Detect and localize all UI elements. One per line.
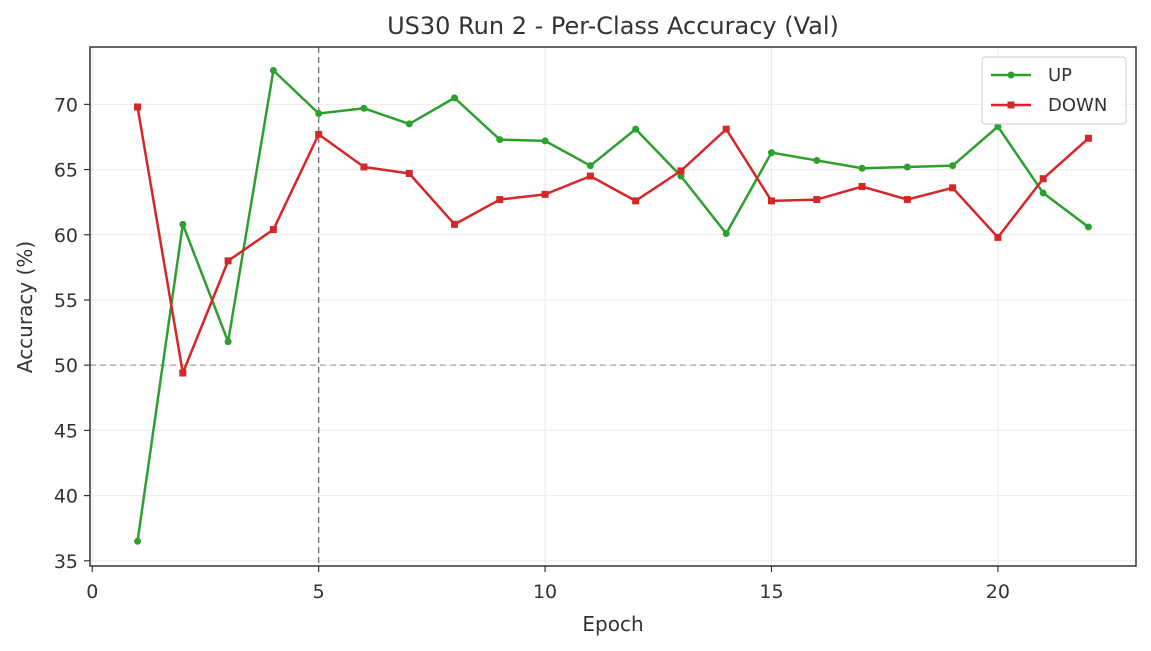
y-tick-label: 70 <box>54 94 78 116</box>
legend-marker-down <box>1007 101 1015 109</box>
legend-label-up: UP <box>1048 65 1072 86</box>
data-point-up <box>496 136 504 144</box>
x-axis: 0 5 10 15 20 <box>86 566 1010 603</box>
series-layer <box>134 66 1092 545</box>
x-axis-label: Epoch <box>582 612 643 636</box>
data-point-up <box>224 338 232 346</box>
data-point-up <box>179 220 187 228</box>
x-tick-label: 0 <box>86 581 98 603</box>
data-point-up <box>451 94 459 102</box>
y-tick-label: 50 <box>54 355 78 377</box>
data-point-down <box>405 169 413 177</box>
data-point-down <box>496 196 504 204</box>
data-point-down <box>179 369 187 377</box>
y-tick-label: 45 <box>54 420 78 442</box>
data-point-down <box>949 184 957 192</box>
data-point-up <box>134 537 142 545</box>
data-point-down <box>632 197 640 205</box>
data-point-up <box>405 120 413 128</box>
data-point-up <box>767 149 775 157</box>
data-point-down <box>767 197 775 205</box>
legend: UP DOWN <box>981 56 1127 125</box>
data-point-up <box>1084 223 1092 231</box>
data-point-up <box>269 66 277 74</box>
legend-marker-up <box>1007 71 1015 79</box>
y-tick-label: 65 <box>54 160 78 182</box>
data-point-down <box>451 220 459 228</box>
data-point-up <box>360 104 368 112</box>
y-tick-label: 55 <box>54 290 78 312</box>
data-point-down <box>541 190 549 198</box>
x-tick-label: 15 <box>759 581 783 603</box>
data-point-up <box>541 137 549 145</box>
data-point-up <box>722 229 730 237</box>
y-axis: 35 40 45 50 55 60 65 70 <box>54 94 90 573</box>
data-point-down <box>269 226 277 234</box>
y-tick-label: 60 <box>54 225 78 247</box>
data-point-up <box>858 164 866 172</box>
data-point-up <box>994 123 1002 131</box>
series-line-up <box>136 69 1090 542</box>
legend-label-down: DOWN <box>1048 95 1107 116</box>
plot-frame <box>89 46 1137 567</box>
x-tick-label: 5 <box>313 581 325 603</box>
data-point-up <box>632 125 640 133</box>
data-point-down <box>722 125 730 133</box>
y-tick-label: 35 <box>54 551 78 573</box>
data-point-down <box>1084 134 1092 142</box>
data-point-down <box>586 172 594 180</box>
data-point-down <box>903 196 911 204</box>
series-line-down <box>136 106 1090 375</box>
data-point-down <box>858 183 866 191</box>
data-point-up <box>813 156 821 164</box>
x-tick-label: 10 <box>533 581 557 603</box>
y-axis-label: Accuracy (%) <box>13 241 37 373</box>
data-point-down <box>994 233 1002 241</box>
data-point-down <box>1039 175 1047 183</box>
data-point-down <box>360 163 368 171</box>
data-point-down <box>224 257 232 265</box>
data-point-down <box>813 196 821 204</box>
chart-title: US30 Run 2 - Per-Class Accuracy (Val) <box>387 12 839 40</box>
grid <box>90 47 1136 566</box>
x-tick-label: 20 <box>986 581 1010 603</box>
data-point-up <box>586 162 594 170</box>
data-point-up <box>903 163 911 171</box>
data-point-down <box>315 130 323 138</box>
y-tick-label: 40 <box>54 486 78 508</box>
data-point-up <box>949 162 957 170</box>
reference-lines <box>90 47 1136 566</box>
data-point-up <box>1039 189 1047 197</box>
data-point-down <box>134 103 142 111</box>
data-point-up <box>315 110 323 118</box>
data-point-down <box>677 167 685 175</box>
